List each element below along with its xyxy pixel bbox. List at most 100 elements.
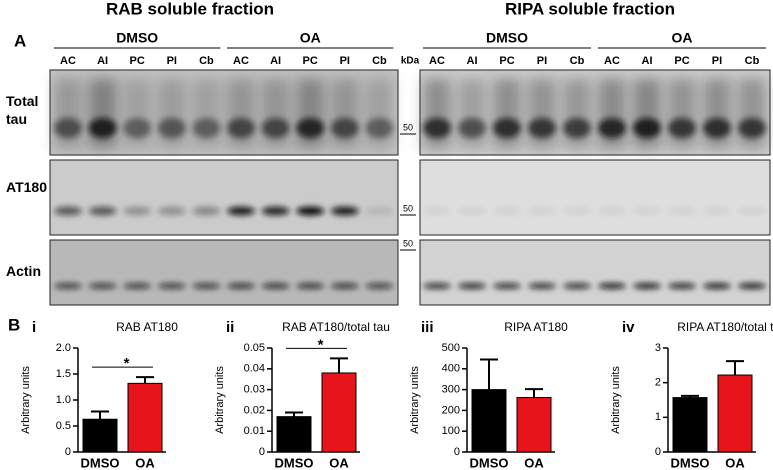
band bbox=[598, 118, 626, 138]
band bbox=[563, 206, 591, 216]
lane-label: PI bbox=[537, 55, 547, 67]
band bbox=[423, 118, 451, 138]
band-smear bbox=[123, 78, 152, 149]
group-label: DMSO bbox=[486, 30, 528, 46]
y-axis-label: Arbitrary units bbox=[214, 366, 226, 434]
lane-label: AC bbox=[60, 55, 76, 67]
y-tick-label: 0.04 bbox=[244, 363, 265, 375]
band bbox=[157, 206, 186, 216]
band bbox=[365, 283, 394, 289]
y-tick-label: 0.5 bbox=[56, 420, 71, 432]
band bbox=[563, 118, 591, 138]
band bbox=[296, 118, 325, 138]
band bbox=[365, 118, 394, 138]
band bbox=[598, 206, 626, 216]
lane-label: AI bbox=[467, 55, 478, 67]
band bbox=[528, 206, 556, 216]
group-label: OA bbox=[300, 30, 321, 46]
group-label: DMSO bbox=[116, 30, 158, 46]
x-tick-label: OA bbox=[524, 455, 544, 470]
band bbox=[261, 283, 290, 289]
band bbox=[88, 118, 117, 138]
band-smear bbox=[261, 78, 290, 149]
band-smear bbox=[227, 78, 255, 149]
band bbox=[192, 206, 221, 216]
lane-label: Cb bbox=[199, 55, 214, 67]
bar bbox=[516, 397, 552, 453]
x-tick-label: OA bbox=[135, 455, 155, 470]
band bbox=[192, 118, 221, 138]
band bbox=[563, 283, 591, 289]
band bbox=[192, 283, 221, 289]
marker: 50 bbox=[403, 203, 413, 213]
y-tick-label: 1.0 bbox=[56, 394, 71, 406]
lane-label: PC bbox=[674, 55, 689, 67]
x-tick-label: DMSO bbox=[671, 455, 710, 470]
band bbox=[88, 283, 117, 289]
band bbox=[123, 283, 152, 289]
band-smear bbox=[563, 78, 591, 149]
band bbox=[738, 283, 766, 289]
band bbox=[703, 206, 731, 216]
lane-label: PI bbox=[167, 55, 177, 67]
band-smear bbox=[668, 78, 696, 149]
fraction-title: RIPA soluble fraction bbox=[505, 0, 675, 18]
lane-label: AC bbox=[233, 55, 249, 67]
band bbox=[123, 118, 152, 138]
band-smear bbox=[738, 78, 766, 149]
x-tick-label: OA bbox=[725, 455, 745, 470]
y-tick-label: 1 bbox=[655, 411, 661, 423]
row-label: Actin bbox=[6, 263, 41, 279]
y-tick-label: 0.01 bbox=[244, 425, 265, 437]
band bbox=[423, 206, 451, 216]
chart-title: RIPA AT180/total tau bbox=[677, 320, 773, 334]
blot-background bbox=[49, 159, 399, 236]
y-tick-label: 0 bbox=[65, 446, 71, 458]
band bbox=[261, 118, 290, 138]
band bbox=[157, 283, 186, 289]
band bbox=[458, 206, 486, 216]
y-tick-label: 2.0 bbox=[56, 342, 71, 354]
band-smear bbox=[598, 78, 626, 149]
band bbox=[703, 283, 731, 289]
band bbox=[261, 206, 290, 216]
y-tick-label: 0 bbox=[655, 446, 661, 458]
panel-number: iv bbox=[622, 319, 635, 336]
band-smear bbox=[296, 78, 325, 149]
band bbox=[423, 283, 451, 289]
band bbox=[88, 206, 117, 216]
chart-title: RIPA AT180 bbox=[504, 320, 568, 334]
bar bbox=[82, 418, 118, 453]
band bbox=[227, 283, 255, 289]
blot-background bbox=[49, 239, 399, 306]
y-tick-label: 300 bbox=[442, 384, 460, 396]
fraction-title: RAB soluble fraction bbox=[106, 0, 274, 18]
marker: 50 bbox=[403, 238, 413, 248]
significance-mark: * bbox=[124, 355, 130, 372]
panel-number: iii bbox=[421, 319, 434, 336]
band bbox=[528, 118, 556, 138]
y-tick-label: 400 bbox=[442, 363, 460, 375]
lane-label: PC bbox=[130, 55, 145, 67]
band bbox=[493, 283, 521, 289]
band-smear bbox=[365, 78, 394, 149]
band-smear bbox=[703, 78, 731, 149]
lane-label: PC bbox=[499, 55, 514, 67]
row-label: AT180 bbox=[6, 179, 47, 195]
bar bbox=[471, 389, 507, 453]
panel-number: i bbox=[32, 319, 36, 336]
lane-label: AI bbox=[642, 55, 653, 67]
y-tick-label: 0 bbox=[454, 446, 460, 458]
band bbox=[330, 118, 359, 138]
lane-label: AI bbox=[270, 55, 281, 67]
band-smear bbox=[330, 78, 359, 149]
x-tick-label: DMSO bbox=[275, 455, 314, 470]
band bbox=[668, 283, 696, 289]
row-label: Total tau bbox=[6, 93, 39, 127]
y-tick-label: 500 bbox=[442, 342, 460, 354]
band bbox=[668, 206, 696, 216]
band bbox=[493, 206, 521, 216]
band bbox=[157, 118, 186, 138]
lane-label: Cb bbox=[745, 55, 760, 67]
